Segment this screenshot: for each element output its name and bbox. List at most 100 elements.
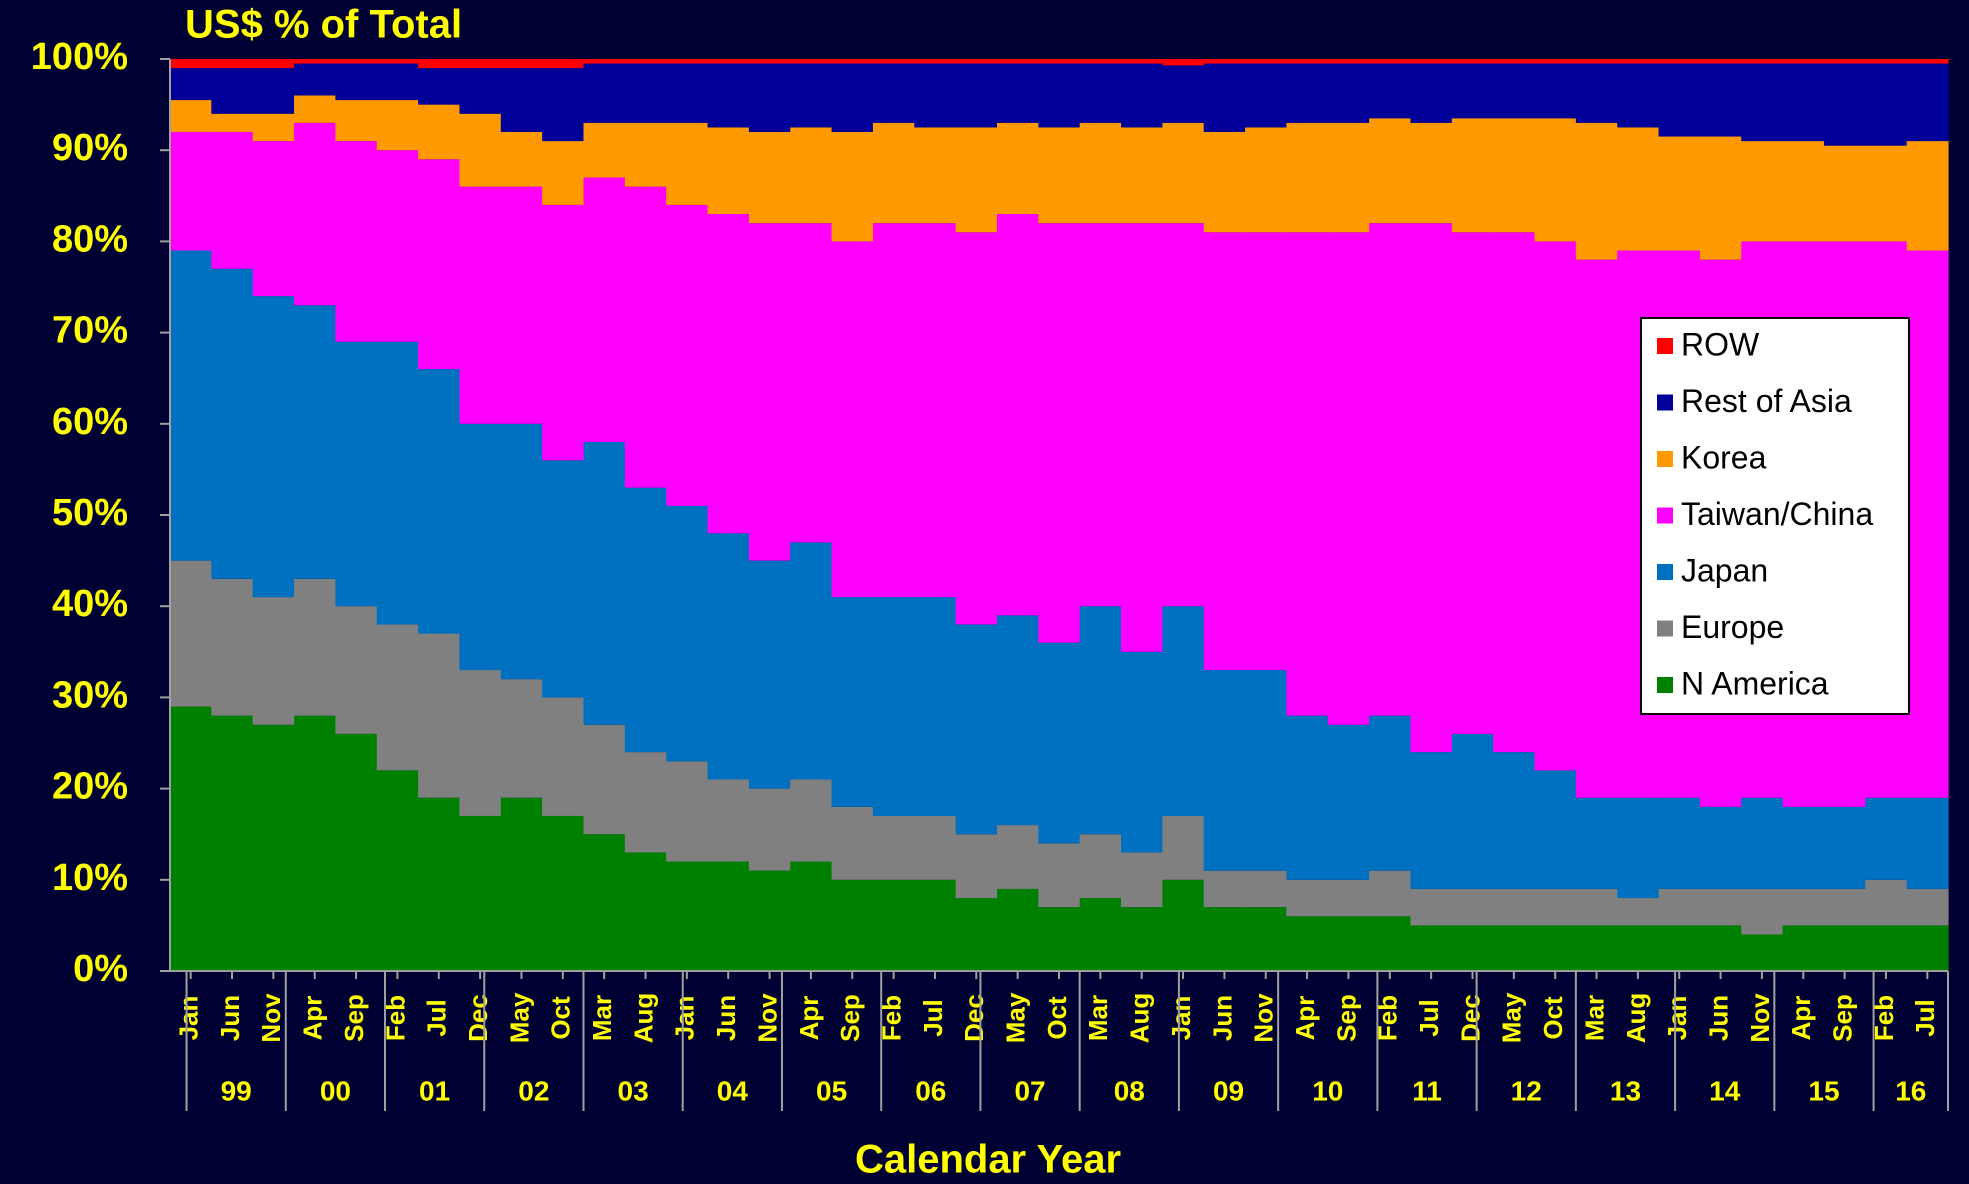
bar-segment <box>335 59 378 64</box>
bar-segment <box>1410 59 1453 64</box>
bar-segment <box>1699 888 1742 926</box>
bar-segment <box>955 834 998 899</box>
legend-swatch <box>1657 620 1673 637</box>
x-tick-label: Jun <box>1703 995 1733 1041</box>
year-label: 99 <box>221 1075 252 1106</box>
bar-segment <box>1369 59 1412 64</box>
bar-segment <box>1451 118 1494 233</box>
bar-segment <box>1245 870 1288 908</box>
bar-segment <box>1906 888 1949 926</box>
bar-segment <box>500 68 543 132</box>
bar-segment <box>1038 843 1081 908</box>
bar-segment <box>376 624 419 771</box>
bar-segment <box>1906 925 1949 971</box>
bar-segment <box>1410 223 1453 753</box>
bar-segment <box>1782 888 1825 926</box>
x-tick-label: Jun <box>215 995 245 1041</box>
legend: ROW Rest of Asia Korea Taiwan/China Japan Eur… <box>1640 317 1910 715</box>
x-tick-label: Apr <box>1290 996 1320 1041</box>
bar-segment <box>1782 806 1825 889</box>
bar-segment <box>1121 223 1163 652</box>
legend-swatch <box>1657 677 1673 693</box>
bar-segment <box>418 159 461 370</box>
bar-segment <box>1121 59 1163 64</box>
x-tick-label: Mar <box>1083 995 1113 1041</box>
bar-segment <box>170 560 212 707</box>
bar-segment <box>872 63 915 123</box>
bar-segment <box>583 63 626 123</box>
bar-segment <box>1741 797 1784 889</box>
chart-title: US$ % of Total <box>185 3 462 47</box>
x-tick-label: Apr <box>1786 996 1816 1041</box>
year-label: 11 <box>1412 1075 1442 1106</box>
x-axis-label: Calendar Year <box>855 1138 1121 1182</box>
y-tick-label: 90% <box>52 127 128 169</box>
bar-segment <box>955 59 998 64</box>
bar-segment <box>170 100 212 132</box>
bar-segment <box>1038 59 1081 64</box>
bar-segment <box>624 186 667 488</box>
bar-segment <box>376 150 419 342</box>
bar-segment <box>748 870 791 971</box>
bar-segment <box>1699 136 1742 260</box>
bar-segment <box>914 597 957 816</box>
bar-segment <box>872 122 915 224</box>
bar-segment <box>1451 925 1494 971</box>
bar-segment <box>790 223 833 543</box>
bar-segment <box>748 63 791 132</box>
bar-segment <box>1575 888 1618 926</box>
bar-segment <box>996 888 1039 971</box>
bar-segment <box>790 127 833 224</box>
bar-segment <box>831 59 874 64</box>
x-tick-label: Sep <box>1828 994 1858 1042</box>
y-tick-label: 60% <box>52 401 128 443</box>
bar-segment <box>1782 59 1825 64</box>
bar-segment <box>1162 122 1205 224</box>
bar-segment <box>170 250 212 561</box>
bar-segment <box>1410 752 1453 889</box>
y-tick-label: 0% <box>73 948 128 990</box>
bar-segment <box>1741 59 1784 64</box>
bar-segment <box>1369 870 1412 917</box>
bar-segment <box>1823 145 1866 242</box>
bar-segment <box>955 232 998 625</box>
y-tick-label: 100% <box>31 36 128 78</box>
bar-segment <box>707 59 750 64</box>
bar-segment <box>1617 127 1660 251</box>
bar-segment <box>583 122 626 178</box>
bar-segment <box>294 715 336 971</box>
year-label: 13 <box>1610 1075 1641 1106</box>
legend-swatch <box>1657 451 1673 467</box>
bar-segment <box>252 59 295 69</box>
bar-segment <box>831 63 874 132</box>
y-tick-label: 50% <box>52 492 128 534</box>
bar-segment <box>1451 232 1494 734</box>
bar-segment <box>500 797 543 971</box>
bar-segment <box>1493 59 1536 64</box>
x-tick-label: Dec <box>1455 994 1485 1042</box>
bar-segment <box>748 788 791 871</box>
bar-segment <box>790 779 833 862</box>
bar-segment <box>1079 122 1122 224</box>
bar-segment <box>748 223 791 561</box>
bar-segment <box>1823 63 1866 146</box>
bar-segment <box>872 815 915 880</box>
bar-segment <box>1451 888 1494 926</box>
year-label: 12 <box>1511 1075 1542 1106</box>
bar-segment <box>1658 925 1701 971</box>
bar-segment <box>1162 815 1205 880</box>
bar-segment <box>500 186 543 424</box>
bar-segment <box>500 131 543 187</box>
x-tick-label: Jan <box>1166 996 1196 1041</box>
bar-segment <box>1534 59 1577 64</box>
bar-segment <box>914 815 957 880</box>
bar-segment <box>1162 606 1205 816</box>
bar-segment <box>666 59 709 64</box>
bar-segment <box>955 898 998 971</box>
bar-segment <box>666 505 709 762</box>
bar-segment <box>1493 118 1536 233</box>
bar-segment <box>252 68 295 114</box>
bar-segment <box>1617 925 1660 971</box>
bar-segment <box>1658 136 1701 251</box>
